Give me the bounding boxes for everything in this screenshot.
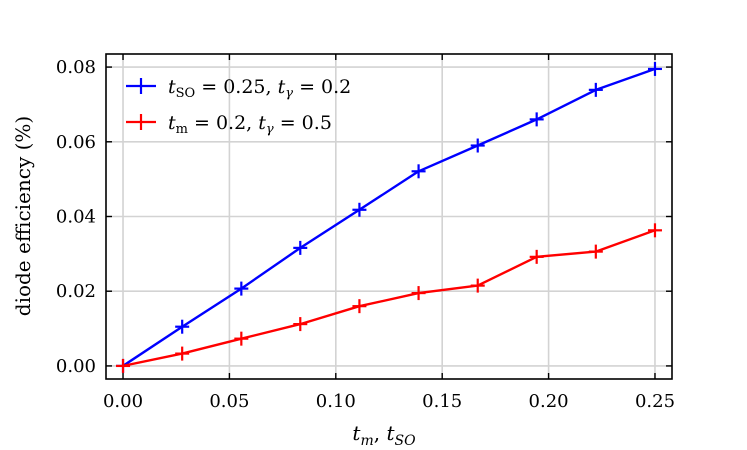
data-point: [175, 319, 190, 334]
x-tick-label: 0.15: [422, 391, 462, 412]
x-tick-label: 0.20: [529, 391, 569, 412]
data-point: [529, 249, 544, 264]
data-point: [588, 244, 603, 259]
x-tick-label: 0.10: [316, 391, 356, 412]
x-axis-label: tm, tSO: [352, 421, 416, 449]
series-line: [122, 67, 656, 367]
legend-label-blue: tSO = 0.25, tγ = 0.2: [168, 76, 351, 101]
data-point: [470, 138, 485, 153]
data-point: [116, 358, 131, 373]
x-tick-label: 0.00: [103, 391, 143, 412]
data-point: [234, 331, 249, 346]
ticks: 0.00 0.05 0.10 0.15 0.20 0.25 0.00 0.02 0.04 0.06…: [56, 54, 675, 412]
data-point: [588, 82, 603, 97]
data-point: [647, 223, 662, 238]
y-tick-label: 0.04: [56, 207, 96, 228]
data-point: [470, 278, 485, 293]
data-point: [175, 346, 190, 361]
y-tick-label: 0.02: [56, 281, 96, 302]
series-red: [116, 223, 662, 373]
legend-entry-red: tm = 0.2, tγ = 0.5: [126, 112, 332, 137]
series-line: [122, 229, 656, 368]
x-tick-label: 0.05: [209, 391, 249, 412]
legend-label-red: tm = 0.2, tγ = 0.5: [168, 112, 332, 137]
legend: tSO = 0.25, tγ = 0.2 tm = 0.2, tγ = 0.5: [126, 76, 351, 137]
series-layer: [116, 61, 662, 373]
data-point: [234, 281, 249, 296]
x-tick-label: 0.25: [635, 391, 675, 412]
data-point: [411, 164, 426, 179]
series-blue: [116, 61, 662, 373]
data-point: [411, 286, 426, 301]
grid: [106, 54, 672, 379]
y-tick-label: 0.06: [56, 132, 96, 153]
data-point: [352, 299, 367, 314]
data-point: [647, 61, 662, 76]
legend-entry-blue: tSO = 0.25, tγ = 0.2: [126, 76, 351, 101]
y-tick-label: 0.00: [56, 356, 96, 377]
y-axis-label: diode efficiency (%): [11, 116, 35, 316]
data-point: [352, 202, 367, 217]
y-tick-label: 0.08: [56, 57, 96, 78]
data-point: [293, 240, 308, 255]
data-point: [293, 317, 308, 332]
data-point: [529, 112, 544, 127]
